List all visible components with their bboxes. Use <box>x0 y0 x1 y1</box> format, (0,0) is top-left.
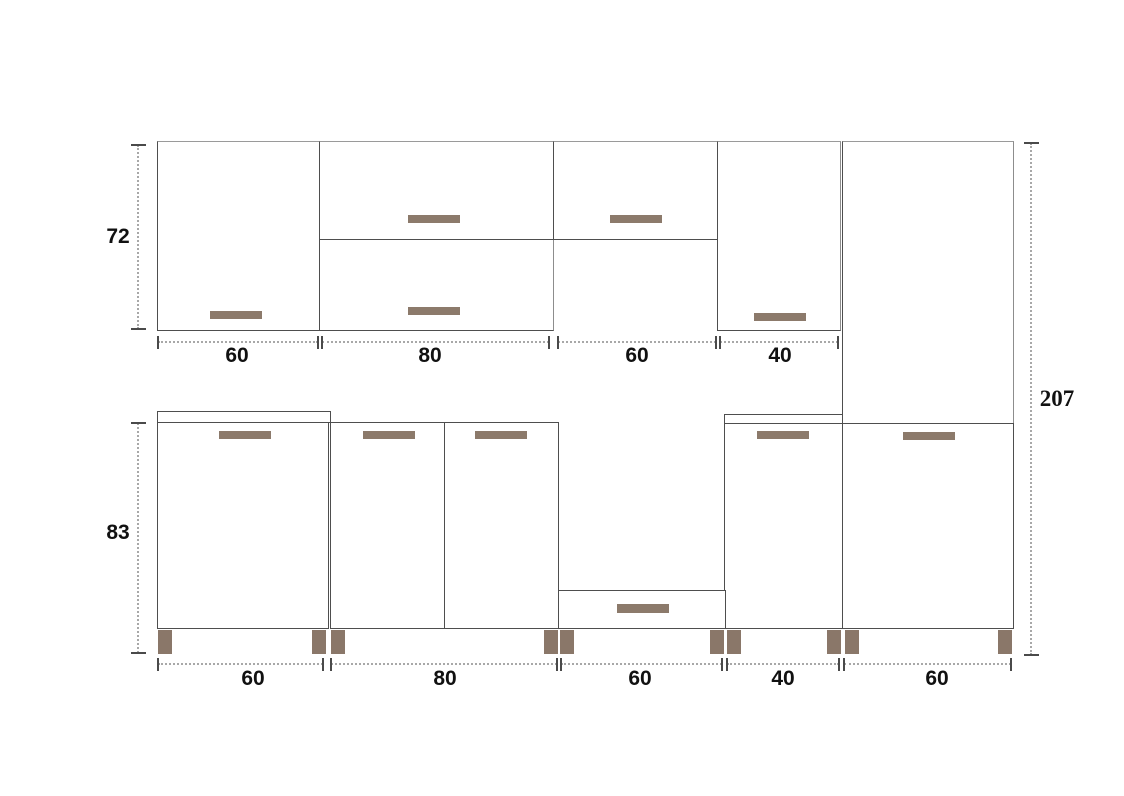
label-base-height: 83 <box>106 521 130 544</box>
label-bottom-width-3: 60 <box>628 667 652 690</box>
dim-line-total-height <box>1024 142 1039 656</box>
handle-tall-lower-door <box>903 432 955 440</box>
label-bottom-width-4: 40 <box>771 667 795 690</box>
dim-seg-bottom-60b <box>560 658 723 671</box>
handle-wall-80-bottom <box>408 307 460 315</box>
leg <box>827 630 841 654</box>
tall-cabinet-lower-door <box>842 423 1014 629</box>
wall-cabinet-60 <box>157 141 320 331</box>
label-top-width-2: 80 <box>418 344 442 367</box>
base-cabinet-60-door <box>157 422 329 629</box>
leg <box>312 630 326 654</box>
handle-base-60 <box>219 431 271 439</box>
dim-seg-top-40 <box>719 336 839 349</box>
handle-wall-60 <box>210 311 262 319</box>
label-top-width-1: 60 <box>225 344 249 367</box>
leg <box>331 630 345 654</box>
handle-base-80-right <box>475 431 527 439</box>
tall-cabinet-upper-section <box>842 141 1014 424</box>
dim-seg-bottom-40 <box>726 658 840 671</box>
leg <box>158 630 172 654</box>
label-bottom-width-1: 60 <box>241 667 265 690</box>
plinth-drawer <box>558 590 726 629</box>
wall-cabinet-80 <box>319 141 554 331</box>
label-top-width-3: 60 <box>625 344 649 367</box>
dim-seg-bottom-60c <box>843 658 1012 671</box>
handle-base-40 <box>757 431 809 439</box>
wall-cabinet-60-short <box>553 141 718 240</box>
dim-seg-top-80 <box>321 336 550 349</box>
dim-seg-bottom-60 <box>157 658 324 671</box>
base-cabinet-80-door-divider <box>444 423 445 628</box>
wall-cabinet-80-split-line <box>320 239 553 240</box>
leg <box>710 630 724 654</box>
label-bottom-width-5: 60 <box>925 667 949 690</box>
leg <box>560 630 574 654</box>
dim-seg-top-60 <box>157 336 319 349</box>
label-top-width-4: 40 <box>768 344 792 367</box>
dim-seg-top-60b <box>557 336 717 349</box>
dim-line-upper-height <box>131 144 146 330</box>
handle-wall-40 <box>754 313 806 321</box>
dim-seg-bottom-80 <box>330 658 558 671</box>
label-bottom-width-2: 80 <box>433 667 457 690</box>
handle-base-80-left <box>363 431 415 439</box>
label-total-height: 207 <box>1039 386 1075 411</box>
base-cabinet-40-door <box>724 423 843 629</box>
leg <box>544 630 558 654</box>
leg <box>727 630 741 654</box>
label-upper-height: 72 <box>106 225 130 248</box>
wall-cabinet-40 <box>717 141 841 331</box>
handle-plinth-drawer <box>617 604 669 613</box>
leg <box>845 630 859 654</box>
handle-wall-60-short <box>610 215 662 223</box>
handle-wall-80-top <box>408 215 460 223</box>
leg <box>998 630 1012 654</box>
dim-line-base-height <box>131 422 146 654</box>
